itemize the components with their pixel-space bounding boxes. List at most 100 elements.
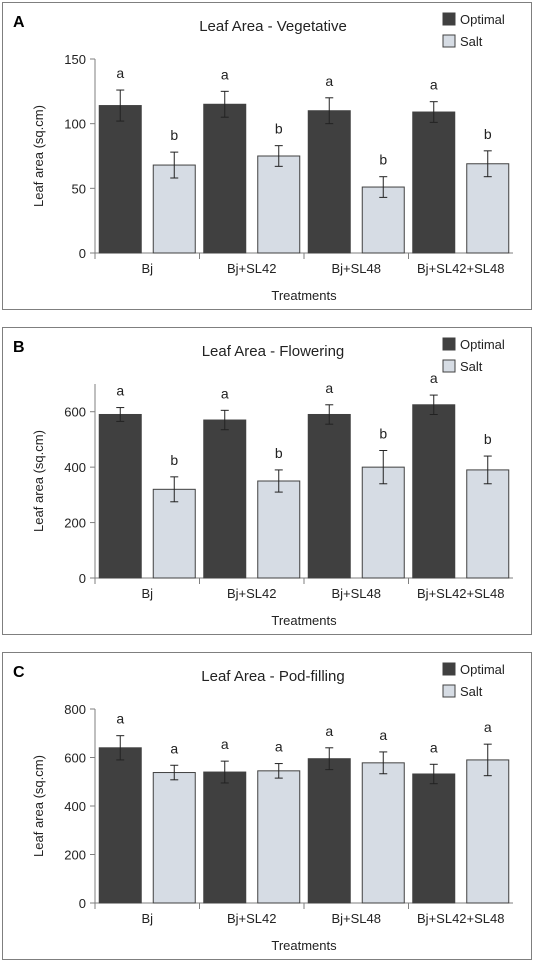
x-tick-label: Bj+SL42 xyxy=(227,586,277,601)
x-tick-label: Bj+SL42+SL48 xyxy=(417,261,504,276)
bar-salt xyxy=(361,762,405,904)
significance-label: a xyxy=(116,711,124,727)
y-tick-label: 200 xyxy=(64,848,86,863)
y-tick-label: 200 xyxy=(64,516,86,531)
y-tick-label: 600 xyxy=(64,751,86,766)
x-tick-label: Bj+SL48 xyxy=(331,261,381,276)
x-tick-label: Bj+SL42 xyxy=(227,911,277,926)
significance-label: b xyxy=(170,452,178,468)
legend-label: Optimal xyxy=(460,12,505,27)
y-tick-label: 100 xyxy=(64,117,86,132)
bar-salt xyxy=(152,488,196,579)
legend-label: Salt xyxy=(460,684,483,699)
legend-swatch xyxy=(442,34,456,48)
bar-optimal xyxy=(98,105,142,254)
y-tick-label: 400 xyxy=(64,460,86,475)
bar-optimal xyxy=(203,103,247,254)
bar-optimal xyxy=(307,110,351,254)
y-tick-label: 800 xyxy=(64,702,86,717)
y-tick-label: 0 xyxy=(79,896,86,911)
bar-optimal xyxy=(203,419,247,579)
bar-optimal xyxy=(412,111,456,254)
legend-swatch xyxy=(442,337,456,351)
significance-label: a xyxy=(116,65,124,81)
chart-svg: A Leaf Area - Vegetative 0 50 100 150 Leaf are… xyxy=(13,12,513,303)
x-tick-label: Bj+SL48 xyxy=(331,586,381,601)
x-tick-label: Bj+SL48 xyxy=(331,911,381,926)
y-tick-label: 400 xyxy=(64,799,86,814)
significance-label: b xyxy=(170,127,178,143)
significance-label: a xyxy=(430,370,438,386)
legend-swatch xyxy=(442,359,456,373)
chart-svg: C Leaf Area - Pod-filling 0 200 400 600 800 Lea… xyxy=(13,662,513,953)
legend-label: Optimal xyxy=(460,662,505,677)
significance-label: a xyxy=(325,73,333,89)
significance-label: a xyxy=(221,385,229,401)
y-axis-label: Leaf area (sq.cm) xyxy=(31,105,46,207)
chart-title: Leaf Area - Pod-filling xyxy=(201,668,344,685)
significance-label: a xyxy=(325,723,333,739)
significance-label: a xyxy=(430,77,438,93)
significance-label: b xyxy=(275,121,283,137)
chart-panel-b: B Leaf Area - Flowering 0 200 400 600 Leaf are… xyxy=(2,327,532,635)
x-tick-label: Bj+SL42 xyxy=(227,261,277,276)
x-tick-label: Bj xyxy=(141,261,153,276)
chart-panel-a: A Leaf Area - Vegetative 0 50 100 150 Leaf are… xyxy=(2,2,532,310)
chart-title: Leaf Area - Vegetative xyxy=(199,18,347,35)
y-tick-label: 0 xyxy=(79,571,86,586)
x-axis-label: Treatments xyxy=(271,288,337,303)
significance-label: b xyxy=(275,445,283,461)
panel-letter: C xyxy=(13,664,25,681)
x-axis-label: Treatments xyxy=(271,938,337,953)
legend-swatch xyxy=(442,684,456,698)
x-tick-label: Bj xyxy=(141,586,153,601)
x-axis-label: Treatments xyxy=(271,613,337,628)
significance-label: a xyxy=(325,380,333,396)
bar-optimal xyxy=(412,773,456,904)
y-tick-label: 50 xyxy=(72,181,86,196)
bar-salt xyxy=(257,155,301,254)
bar-optimal xyxy=(307,413,351,579)
significance-label: a xyxy=(379,727,387,743)
chart-panel-c: C Leaf Area - Pod-filling 0 200 400 600 800 Lea… xyxy=(2,652,532,960)
significance-label: b xyxy=(379,152,387,168)
x-tick-label: Bj+SL42+SL48 xyxy=(417,911,504,926)
significance-label: b xyxy=(379,426,387,442)
chart-svg: B Leaf Area - Flowering 0 200 400 600 Leaf are… xyxy=(13,337,513,628)
bar-optimal xyxy=(98,413,142,579)
bar-optimal xyxy=(412,404,456,579)
y-tick-label: 0 xyxy=(79,246,86,261)
bar-salt xyxy=(152,164,196,254)
chart-title: Leaf Area - Flowering xyxy=(202,343,345,360)
y-tick-label: 600 xyxy=(64,405,86,420)
panel-letter: B xyxy=(13,339,25,356)
y-tick-label: 150 xyxy=(64,52,86,67)
x-tick-label: Bj+SL42+SL48 xyxy=(417,586,504,601)
significance-label: a xyxy=(221,66,229,82)
x-tick-label: Bj xyxy=(141,911,153,926)
bar-salt xyxy=(152,772,196,904)
bar-optimal xyxy=(203,771,247,904)
significance-label: a xyxy=(221,736,229,752)
significance-label: a xyxy=(484,719,492,735)
legend-label: Salt xyxy=(460,34,483,49)
bar-salt xyxy=(257,770,301,904)
legend-swatch xyxy=(442,662,456,676)
y-axis-label: Leaf area (sq.cm) xyxy=(31,755,46,857)
bar-salt xyxy=(466,469,510,579)
y-axis-label: Leaf area (sq.cm) xyxy=(31,430,46,532)
significance-label: a xyxy=(116,383,124,399)
significance-label: a xyxy=(170,740,178,756)
bar-optimal xyxy=(98,747,142,904)
legend-swatch xyxy=(442,12,456,26)
bar-salt xyxy=(361,466,405,579)
significance-label: b xyxy=(484,431,492,447)
bar-salt xyxy=(466,163,510,254)
panel-letter: A xyxy=(13,14,25,31)
significance-label: b xyxy=(484,126,492,142)
bar-salt xyxy=(257,480,301,579)
significance-label: a xyxy=(430,739,438,755)
significance-label: a xyxy=(275,739,283,755)
bar-salt xyxy=(466,759,510,904)
legend-label: Optimal xyxy=(460,337,505,352)
